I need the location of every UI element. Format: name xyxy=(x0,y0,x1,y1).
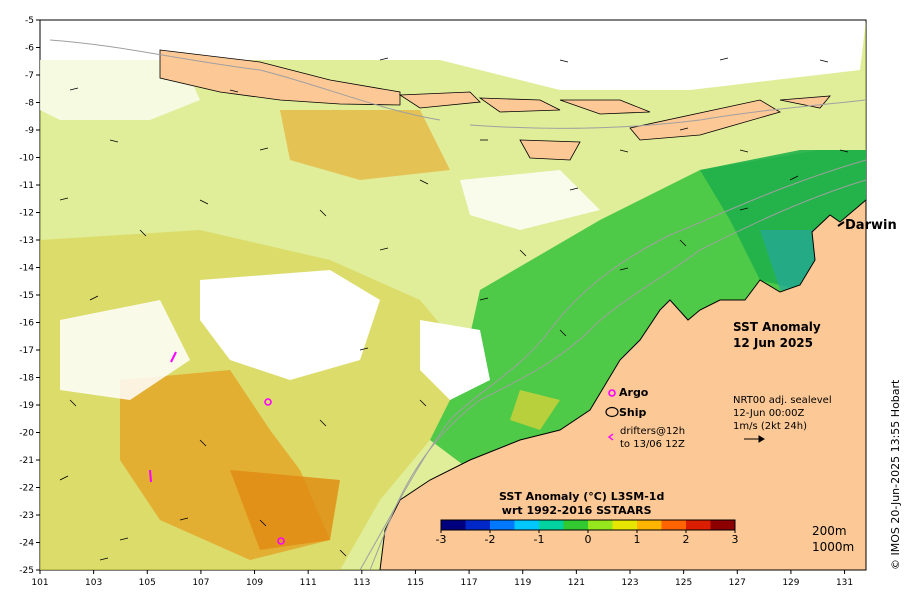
map-title-line1: SST Anomaly xyxy=(733,320,821,334)
colorbar-segment xyxy=(588,520,613,530)
argo-floats xyxy=(264,398,285,545)
lat-tick-label: -7 xyxy=(25,71,34,81)
lat-tick-label: -11 xyxy=(19,181,34,191)
city-label-darwin: Darwin xyxy=(845,218,897,233)
lon-tick-label: 119 xyxy=(514,578,531,588)
lat-tick-label: -8 xyxy=(25,99,34,109)
lon-tick-label: 131 xyxy=(836,578,853,588)
argo-marker xyxy=(277,537,285,545)
colorbar-segment xyxy=(514,520,540,530)
lat-tick-label: -20 xyxy=(19,429,34,439)
legend-argo-label: Argo xyxy=(619,386,649,399)
lat-tick-label: -23 xyxy=(19,511,34,521)
colorbar-tick-label: 3 xyxy=(731,533,739,546)
legend-drifters: drifters@12h to 13/06 12Z xyxy=(620,425,685,451)
copyright-stamp: © IMOS 20-Jun-2025 13:55 Hobart xyxy=(889,379,902,570)
map-title-date: 12 Jun 2025 xyxy=(733,336,814,350)
lon-tick-label: 115 xyxy=(407,578,424,588)
colorbar-segment xyxy=(686,520,711,530)
lat-tick-label: -12 xyxy=(19,209,34,219)
argo-marker xyxy=(264,398,272,406)
lon-tick-label: 101 xyxy=(31,578,48,588)
colorbar-title-line2: wrt 1992-2016 SSTAARS xyxy=(501,504,652,517)
lat-tick-label: -10 xyxy=(19,154,34,164)
ship-legend-icon xyxy=(605,406,619,418)
drifter-track xyxy=(149,469,152,483)
lat-tick-label: -14 xyxy=(19,264,34,274)
colorbar-tick-label: -2 xyxy=(484,533,496,546)
vector-info-scale: 1m/s (2kt 24h) xyxy=(733,421,807,432)
lon-tick-label: 123 xyxy=(621,578,638,588)
lat-tick-label: -17 xyxy=(19,346,34,356)
lat-ticks: -5 -6 -7 -8 -9 -10 -11 -12 -13 -14 -15 -16 -17 -18 -19… xyxy=(19,16,40,576)
colorbar-title-line1: SST Anomaly (°C) L3SM-1d xyxy=(499,490,665,503)
darwin-marker xyxy=(837,221,845,227)
contour-label-1000m: 1000m xyxy=(812,540,855,554)
lat-tick-label: -16 xyxy=(19,319,34,329)
colorbar-segment xyxy=(465,520,491,530)
legend-drifters-line2: to 13/06 12Z xyxy=(620,439,685,450)
lat-tick-label: -18 xyxy=(19,374,34,384)
lat-tick-label: -13 xyxy=(19,236,34,246)
map-title: SST Anomaly 12 Jun 2025 xyxy=(733,319,821,351)
lat-tick-label: -9 xyxy=(25,126,34,136)
lon-tick-label: 105 xyxy=(139,578,156,588)
vector-info-source: NRT00 adj. sealevel xyxy=(733,395,832,406)
vector-scale-arrow xyxy=(744,435,765,443)
lon-tick-label: 107 xyxy=(192,578,209,588)
colorbar-segment xyxy=(661,520,687,530)
lon-tick-label: 125 xyxy=(675,578,692,588)
colorbar-segment xyxy=(612,520,638,530)
land-australia xyxy=(379,199,866,570)
contour-legend: 200m 1000m xyxy=(812,523,854,555)
drifter-track xyxy=(170,351,177,363)
lon-tick-label: 113 xyxy=(353,578,370,588)
contour-label-200m: 200m xyxy=(812,524,847,538)
lon-ticks: 101 103 105 107 109 111 113 115 117 119 121 123 125 1… xyxy=(31,570,853,588)
lon-tick-label: 121 xyxy=(568,578,585,588)
legend-drifters-line1: drifters@12h xyxy=(620,426,686,437)
colorbar-tick-label: 0 xyxy=(584,533,592,546)
lon-tick-label: 109 xyxy=(246,578,263,588)
lon-tick-label: 127 xyxy=(729,578,746,588)
lat-tick-label: -15 xyxy=(19,291,34,301)
vector-info: NRT00 adj. sealevel 12-Jun 00:00Z 1m/s (… xyxy=(733,394,832,433)
colorbar-title: SST Anomaly (°C) L3SM-1d wrt 1992-2016 S… xyxy=(499,490,664,518)
colorbar-segment xyxy=(490,520,515,530)
lat-tick-label: -5 xyxy=(25,16,34,26)
colorbar-tick-label: 2 xyxy=(682,533,690,546)
colorbar-tick-label: -1 xyxy=(533,533,545,546)
legend-ship-label: Ship xyxy=(619,406,647,419)
lat-tick-label: -21 xyxy=(19,456,34,466)
colorbar-segment xyxy=(637,520,662,530)
colorbar-tick-label: -3 xyxy=(435,533,447,546)
argo-legend-icon xyxy=(608,389,616,397)
lon-tick-label: 111 xyxy=(300,578,317,588)
lon-tick-label: 117 xyxy=(460,578,477,588)
lat-tick-label: -25 xyxy=(19,566,34,576)
sst-field xyxy=(40,20,866,570)
lat-tick-label: -22 xyxy=(19,484,34,494)
drifter-legend-icon xyxy=(607,433,614,441)
lat-tick-label: -6 xyxy=(25,44,34,54)
colorbar-tick-label: 1 xyxy=(633,533,641,546)
lon-tick-label: 103 xyxy=(85,578,102,588)
land-islands xyxy=(159,49,831,161)
lat-tick-label: -24 xyxy=(19,539,34,549)
drifter-tracks xyxy=(149,351,177,483)
colorbar-segment xyxy=(441,520,466,530)
bathymetry-contours xyxy=(49,39,866,570)
lat-tick-label: -19 xyxy=(19,401,34,411)
colorbar-segment xyxy=(539,520,564,530)
colorbar-segment xyxy=(710,520,736,530)
colorbar xyxy=(440,519,736,533)
lon-tick-label: 129 xyxy=(782,578,799,588)
colorbar-segment xyxy=(563,520,589,530)
current-vectors xyxy=(59,57,849,561)
vector-info-time: 12-Jun 00:00Z xyxy=(733,408,805,419)
